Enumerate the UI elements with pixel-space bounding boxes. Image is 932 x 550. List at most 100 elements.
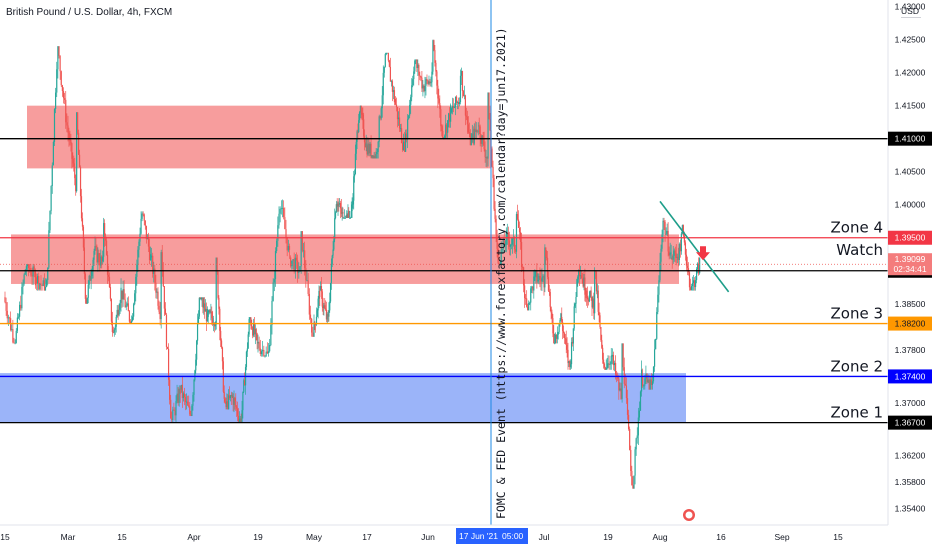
candle xyxy=(356,131,358,142)
candle xyxy=(598,311,600,316)
candle xyxy=(64,98,66,100)
candle xyxy=(594,271,596,314)
candle xyxy=(494,208,496,219)
candle xyxy=(416,59,418,68)
candle xyxy=(611,354,613,357)
candle xyxy=(99,262,101,266)
candle xyxy=(365,143,367,147)
candle xyxy=(297,260,299,273)
candle xyxy=(379,116,381,119)
candle xyxy=(71,143,73,159)
candle xyxy=(334,212,337,219)
candle xyxy=(17,316,20,318)
candle xyxy=(354,153,357,174)
candle xyxy=(585,294,587,299)
candle xyxy=(236,406,238,409)
candle xyxy=(120,287,122,303)
candle xyxy=(208,310,210,313)
candle xyxy=(332,249,334,256)
candle xyxy=(373,155,375,159)
candle xyxy=(20,304,22,309)
candle xyxy=(417,64,419,68)
candle xyxy=(441,126,443,131)
candle xyxy=(273,279,275,283)
candle xyxy=(199,297,201,299)
resistance-zone xyxy=(27,105,491,169)
zone-label: Zone 4 xyxy=(831,219,884,237)
candle xyxy=(693,280,696,288)
time-axis[interactable]: 15 Mar 15 Apr 19 May 17 Jun 17 Jun '21 05:00 Jul 19… xyxy=(0,524,888,550)
candle xyxy=(119,302,121,310)
candle xyxy=(89,275,91,281)
candle xyxy=(690,286,693,291)
candle xyxy=(57,46,59,70)
candle xyxy=(497,248,499,264)
candle xyxy=(565,338,567,345)
plot-area[interactable]: Zone 4 Watch Zone 3 Zone 2 Zone 1 FOMC & FED … xyxy=(0,0,888,525)
candle xyxy=(669,252,671,256)
candle xyxy=(642,376,644,386)
candle xyxy=(319,290,321,298)
candle xyxy=(115,316,117,327)
candle xyxy=(94,246,96,251)
candle xyxy=(452,106,455,108)
candle xyxy=(98,253,100,263)
candle xyxy=(627,414,630,429)
candle xyxy=(259,348,261,355)
candle xyxy=(609,364,611,366)
candle xyxy=(382,72,384,96)
candle xyxy=(40,283,42,285)
price-tag xyxy=(888,415,932,430)
candle xyxy=(536,270,538,282)
candle xyxy=(58,46,60,56)
candle xyxy=(680,233,682,252)
candle xyxy=(321,291,323,307)
candle xyxy=(185,401,188,403)
candle xyxy=(204,303,206,312)
candle xyxy=(387,52,389,61)
candle xyxy=(583,277,585,287)
candle xyxy=(324,308,327,310)
currency-label: USD xyxy=(901,6,919,16)
candle xyxy=(596,290,598,292)
candle xyxy=(459,75,462,103)
support-zone xyxy=(0,373,686,423)
candle xyxy=(447,120,449,133)
candle xyxy=(134,293,136,305)
candle xyxy=(181,384,183,399)
candle xyxy=(569,361,571,368)
candle xyxy=(595,271,598,292)
candle xyxy=(227,401,229,410)
candle xyxy=(212,323,215,325)
candle xyxy=(331,255,333,265)
candle xyxy=(676,256,678,258)
candle xyxy=(52,141,54,166)
candle xyxy=(103,223,105,257)
trendline[interactable] xyxy=(659,200,730,293)
candle xyxy=(501,249,503,251)
candle xyxy=(400,128,403,144)
candle xyxy=(453,107,456,108)
candle xyxy=(532,286,534,291)
candle xyxy=(661,234,663,249)
candle xyxy=(279,208,281,214)
candle xyxy=(471,133,473,139)
candle xyxy=(174,410,176,416)
candle xyxy=(311,318,313,333)
candle xyxy=(230,395,232,397)
candle xyxy=(662,220,664,235)
candle xyxy=(649,379,651,390)
candle xyxy=(495,218,497,235)
candle xyxy=(541,277,543,282)
candle xyxy=(619,388,621,391)
candle xyxy=(413,71,415,80)
candle xyxy=(218,297,220,309)
candle xyxy=(105,240,108,255)
candle xyxy=(525,298,527,299)
candle xyxy=(178,388,180,403)
candle xyxy=(327,314,329,317)
candle xyxy=(21,286,23,309)
